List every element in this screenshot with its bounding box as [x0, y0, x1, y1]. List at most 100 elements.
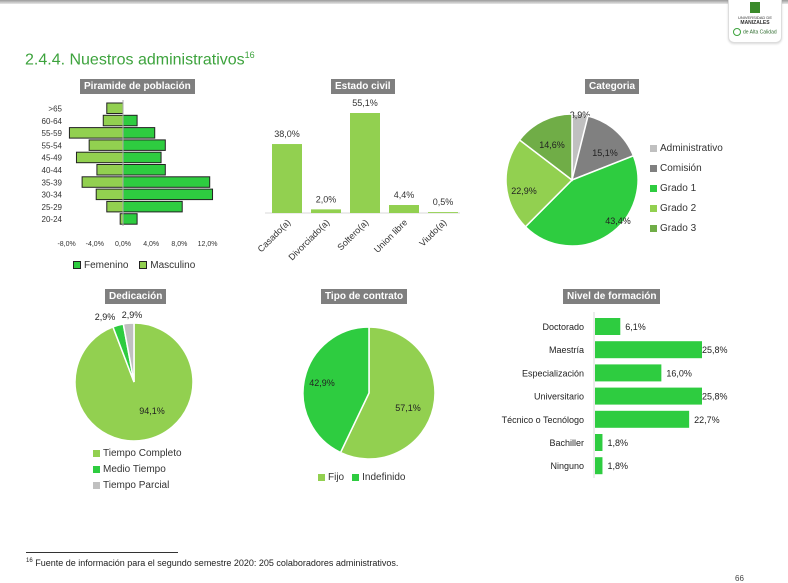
categoria-legend-swatch	[650, 164, 657, 172]
legend-swatch-masculino	[139, 261, 148, 270]
pyramid-category-label: 60-64	[42, 117, 63, 126]
footnote-number: 16	[26, 558, 33, 564]
estado-bar	[272, 144, 302, 213]
categoria-legend-swatch	[650, 144, 657, 152]
nivel-category-label: Doctorado	[542, 322, 584, 332]
nivel-data-label: 25,8%	[702, 392, 728, 402]
pyramid-bar-femenino	[122, 151, 162, 164]
categoria-legend-label: Comisión	[660, 163, 702, 174]
contrato-slice	[339, 326, 436, 460]
legend-label-femenino: Femenino	[84, 260, 129, 271]
contrato-legend-label: Fijo	[328, 472, 345, 483]
chart-piramide: >65 60-64 55-59 55-54 45-49 40-44 35-39 30-34 25…	[42, 100, 218, 248]
pyramid-category-label: 30-34	[42, 191, 63, 200]
contrato-legend-swatch	[318, 473, 325, 481]
dedicacion-data-label: 94,1%	[139, 406, 165, 416]
nivel-category-label: Especialización	[522, 368, 584, 378]
categoria-legend-label: Grado 2	[660, 203, 697, 214]
legend-item-femenino: Femenino	[73, 258, 128, 274]
legend-categoria: Administrativo Comisión Grado 1 Grado 2 Grad…	[650, 139, 723, 239]
pyramid-bar-femenino	[122, 114, 138, 127]
estado-data-label: 55,1%	[352, 98, 378, 108]
chart-categoria: 3,9% 15,1% 43,4% 22,9% 14,6%	[505, 110, 639, 247]
logo-line1: UNIVERSIDAD DE	[737, 15, 772, 20]
pyramid-bar-masculino	[81, 176, 124, 188]
logo-line3-text: de Alta Calidad	[743, 29, 777, 36]
categoria-data-label: 15,1%	[592, 148, 618, 158]
nivel-bar	[595, 387, 702, 405]
nivel-data-label: 1,8%	[607, 438, 628, 448]
chart-estado-civil: 38,0% Casado(a) 2,0% Divorciado(a) 55,1% Solt…	[256, 98, 460, 262]
categoria-legend-swatch	[650, 204, 657, 212]
logo-line2: MANIZALES	[740, 20, 770, 26]
estado-bar	[428, 212, 458, 213]
categoria-legend-label: Administrativo	[660, 143, 723, 154]
categoria-slice	[518, 113, 573, 182]
page-top-border	[0, 0, 788, 4]
nivel-data-label: 22,7%	[694, 415, 720, 425]
logo-line3: de Alta Calidad	[733, 28, 777, 36]
dedicacion-legend-item: Medio Tiempo	[93, 462, 182, 478]
categoria-data-label: 22,9%	[511, 186, 537, 196]
categoria-legend-label: Grado 3	[660, 223, 697, 234]
footnote-text: Fuente de información para el segundo se…	[35, 558, 399, 568]
categoria-legend-swatch	[650, 224, 657, 232]
chart-title-piramide: Piramide de población	[80, 79, 195, 94]
pyramid-category-label: >65	[48, 105, 62, 114]
nivel-bar	[595, 364, 662, 382]
estado-bar	[350, 113, 380, 213]
dedicacion-legend-label: Tiempo Completo	[103, 448, 182, 459]
categoria-data-label: 3,9%	[570, 110, 591, 120]
pyramid-category-label: 55-59	[42, 129, 63, 138]
pyramid-bar-masculino	[68, 127, 124, 139]
legend-piramide: Femenino Masculino	[73, 258, 203, 274]
pyramid-x-tick-label: -8,0%	[57, 241, 75, 248]
pyramid-bar-masculino	[96, 164, 124, 176]
chart-title-dedicacion: Dedicación	[105, 289, 167, 304]
logo-mark-icon	[750, 2, 760, 13]
chart-title-nivel-formacion: Nivel de formación	[563, 289, 661, 304]
pyramid-category-label: 25-29	[42, 203, 63, 212]
contrato-legend-swatch	[352, 473, 360, 481]
contrato-legend-item: Indefinido	[352, 470, 406, 486]
pyramid-bar-femenino	[122, 127, 156, 139]
pyramid-x-tick-label: -4,0%	[86, 241, 104, 248]
estado-category-label: Soltero(a)	[335, 217, 370, 252]
pyramid-category-label: 55-54	[42, 141, 63, 150]
legend-swatch-femenino	[73, 261, 81, 270]
pyramid-category-label: 45-49	[42, 154, 63, 163]
pyramid-bar-masculino	[88, 139, 124, 151]
estado-category-label: Divorciado(a)	[286, 217, 331, 262]
pyramid-bar-masculino	[106, 200, 124, 213]
nivel-category-label: Universitario	[534, 392, 584, 402]
categoria-legend-item: Grado 1	[650, 179, 723, 199]
categoria-legend-item: Comisión	[650, 159, 723, 179]
categoria-slice	[524, 154, 639, 247]
chart-dedicacion: 94,1% 2,9% 2,9%	[74, 310, 194, 442]
footnote: 16 Fuente de información para el segundo…	[26, 558, 398, 568]
estado-category-label: Casado(a)	[256, 217, 293, 254]
pyramid-bar-masculino	[102, 114, 124, 127]
nivel-bar	[595, 318, 621, 335]
legend-label-masculino: Masculino	[150, 260, 196, 271]
categoria-legend-item: Grado 3	[650, 219, 723, 239]
pyramid-bar-masculino	[95, 188, 124, 201]
section-title: 2.4.4. Nuestros administrativos16	[25, 50, 255, 69]
legend-item-masculino: Masculino	[139, 258, 195, 274]
pyramid-bar-femenino	[122, 188, 214, 201]
contrato-data-label: 57,1%	[395, 403, 421, 413]
nivel-category-label: Ninguno	[550, 461, 584, 471]
pyramid-x-tick-label: 12,0%	[198, 241, 218, 248]
categoria-data-label: 43,4%	[605, 216, 631, 226]
contrato-slice	[302, 326, 370, 454]
pyramid-bar-masculino	[75, 151, 124, 164]
pyramid-bar-femenino	[122, 213, 138, 225]
pyramid-category-label: 40-44	[42, 166, 63, 175]
university-logo: UNIVERSIDAD DE MANIZALES de Alta Calidad	[728, 0, 782, 43]
dedicacion-data-label: 2,9%	[95, 312, 116, 322]
pyramid-x-tick-label: 0,0%	[115, 241, 131, 248]
categoria-data-label: 14,6%	[539, 140, 565, 150]
chart-title-tipo-contrato: Tipo de contrato	[321, 289, 408, 304]
contrato-legend-item: Fijo	[318, 470, 344, 486]
nivel-bar	[595, 410, 690, 428]
